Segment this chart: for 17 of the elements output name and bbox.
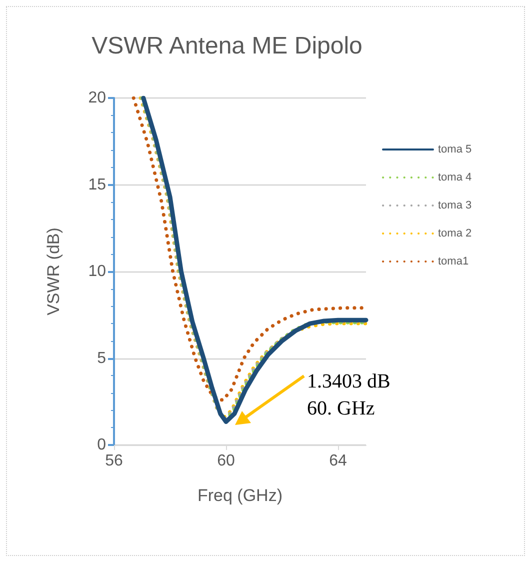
y-axis-title: VSWR (dB) xyxy=(44,228,63,316)
chart-title: VSWR Antena ME Dipolo xyxy=(92,32,362,60)
x-tick-label: 56 xyxy=(105,452,123,470)
y-tick-label: 15 xyxy=(88,176,106,194)
x-tick-label: 64 xyxy=(329,452,347,470)
legend-label: toma 2 xyxy=(438,228,472,240)
legend-label: toma 4 xyxy=(438,172,472,184)
legend-label: toma1 xyxy=(438,256,469,268)
annotation: 1.3403 dB 60. GHz xyxy=(307,370,390,420)
y-tick-label: 10 xyxy=(88,263,106,280)
y-tick-label: 0 xyxy=(97,436,106,454)
x-tick-label: 60 xyxy=(217,452,235,470)
y-tick-label: 5 xyxy=(97,350,106,367)
legend-label: toma 5 xyxy=(438,144,472,156)
y-tick-label: 20 xyxy=(88,90,106,106)
x-axis-title: Freq (GHz) xyxy=(198,486,282,505)
legend-label: toma 3 xyxy=(438,200,472,212)
